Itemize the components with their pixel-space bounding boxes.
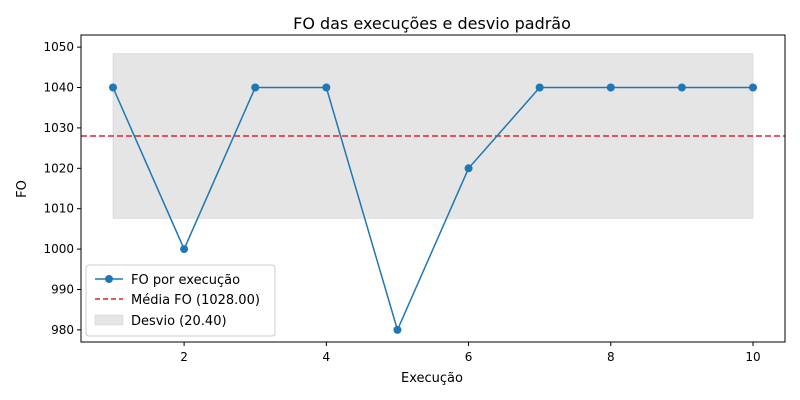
legend-swatch-band [94,314,124,326]
x-tick-label: 2 [180,350,188,364]
y-tick-label: 990 [51,282,74,296]
y-tick-label: 1040 [43,81,74,95]
x-tick-label: 6 [465,350,473,364]
data-point [464,164,473,173]
x-axis: 2 4 6 8 10 [180,342,761,364]
y-tick-label: 1020 [43,161,74,175]
legend-label-series: FO por execução [131,273,240,288]
legend-box [85,264,276,337]
plot-frame [80,34,786,343]
legend-label-band: Desvio (20.40) [131,314,227,329]
data-point [393,325,402,334]
y-tick-label: 1010 [43,202,74,216]
x-tick-label: 10 [745,350,760,364]
data-point [606,83,615,92]
legend-marker-series [105,275,113,283]
data-point [109,83,117,92]
data-point [749,83,757,92]
data-point [322,83,331,92]
data-point [180,245,189,254]
x-tick-label: 4 [323,350,331,364]
plot-area [81,53,785,334]
data-point [677,83,686,92]
y-tick-label: 1000 [43,242,74,256]
data-point [535,83,544,92]
y-axis-label: FO [15,180,30,198]
y-tick-label: 980 [51,323,74,337]
legend: FO por execução Média FO (1028.00) Desvi… [85,264,276,337]
chart-title: FO das execuções e desvio padrão [293,14,571,33]
x-tick-label: 8 [607,350,615,364]
data-point [251,83,260,92]
y-tick-label: 1050 [43,40,74,54]
y-axis: 980 990 1000 1010 1020 1030 1040 1050 [43,40,81,337]
y-tick-label: 1030 [43,121,74,135]
x-axis-label: Execução [401,371,463,386]
series-line [112,86,753,333]
legend-label-mean: Média FO (1028.00) [131,293,260,308]
